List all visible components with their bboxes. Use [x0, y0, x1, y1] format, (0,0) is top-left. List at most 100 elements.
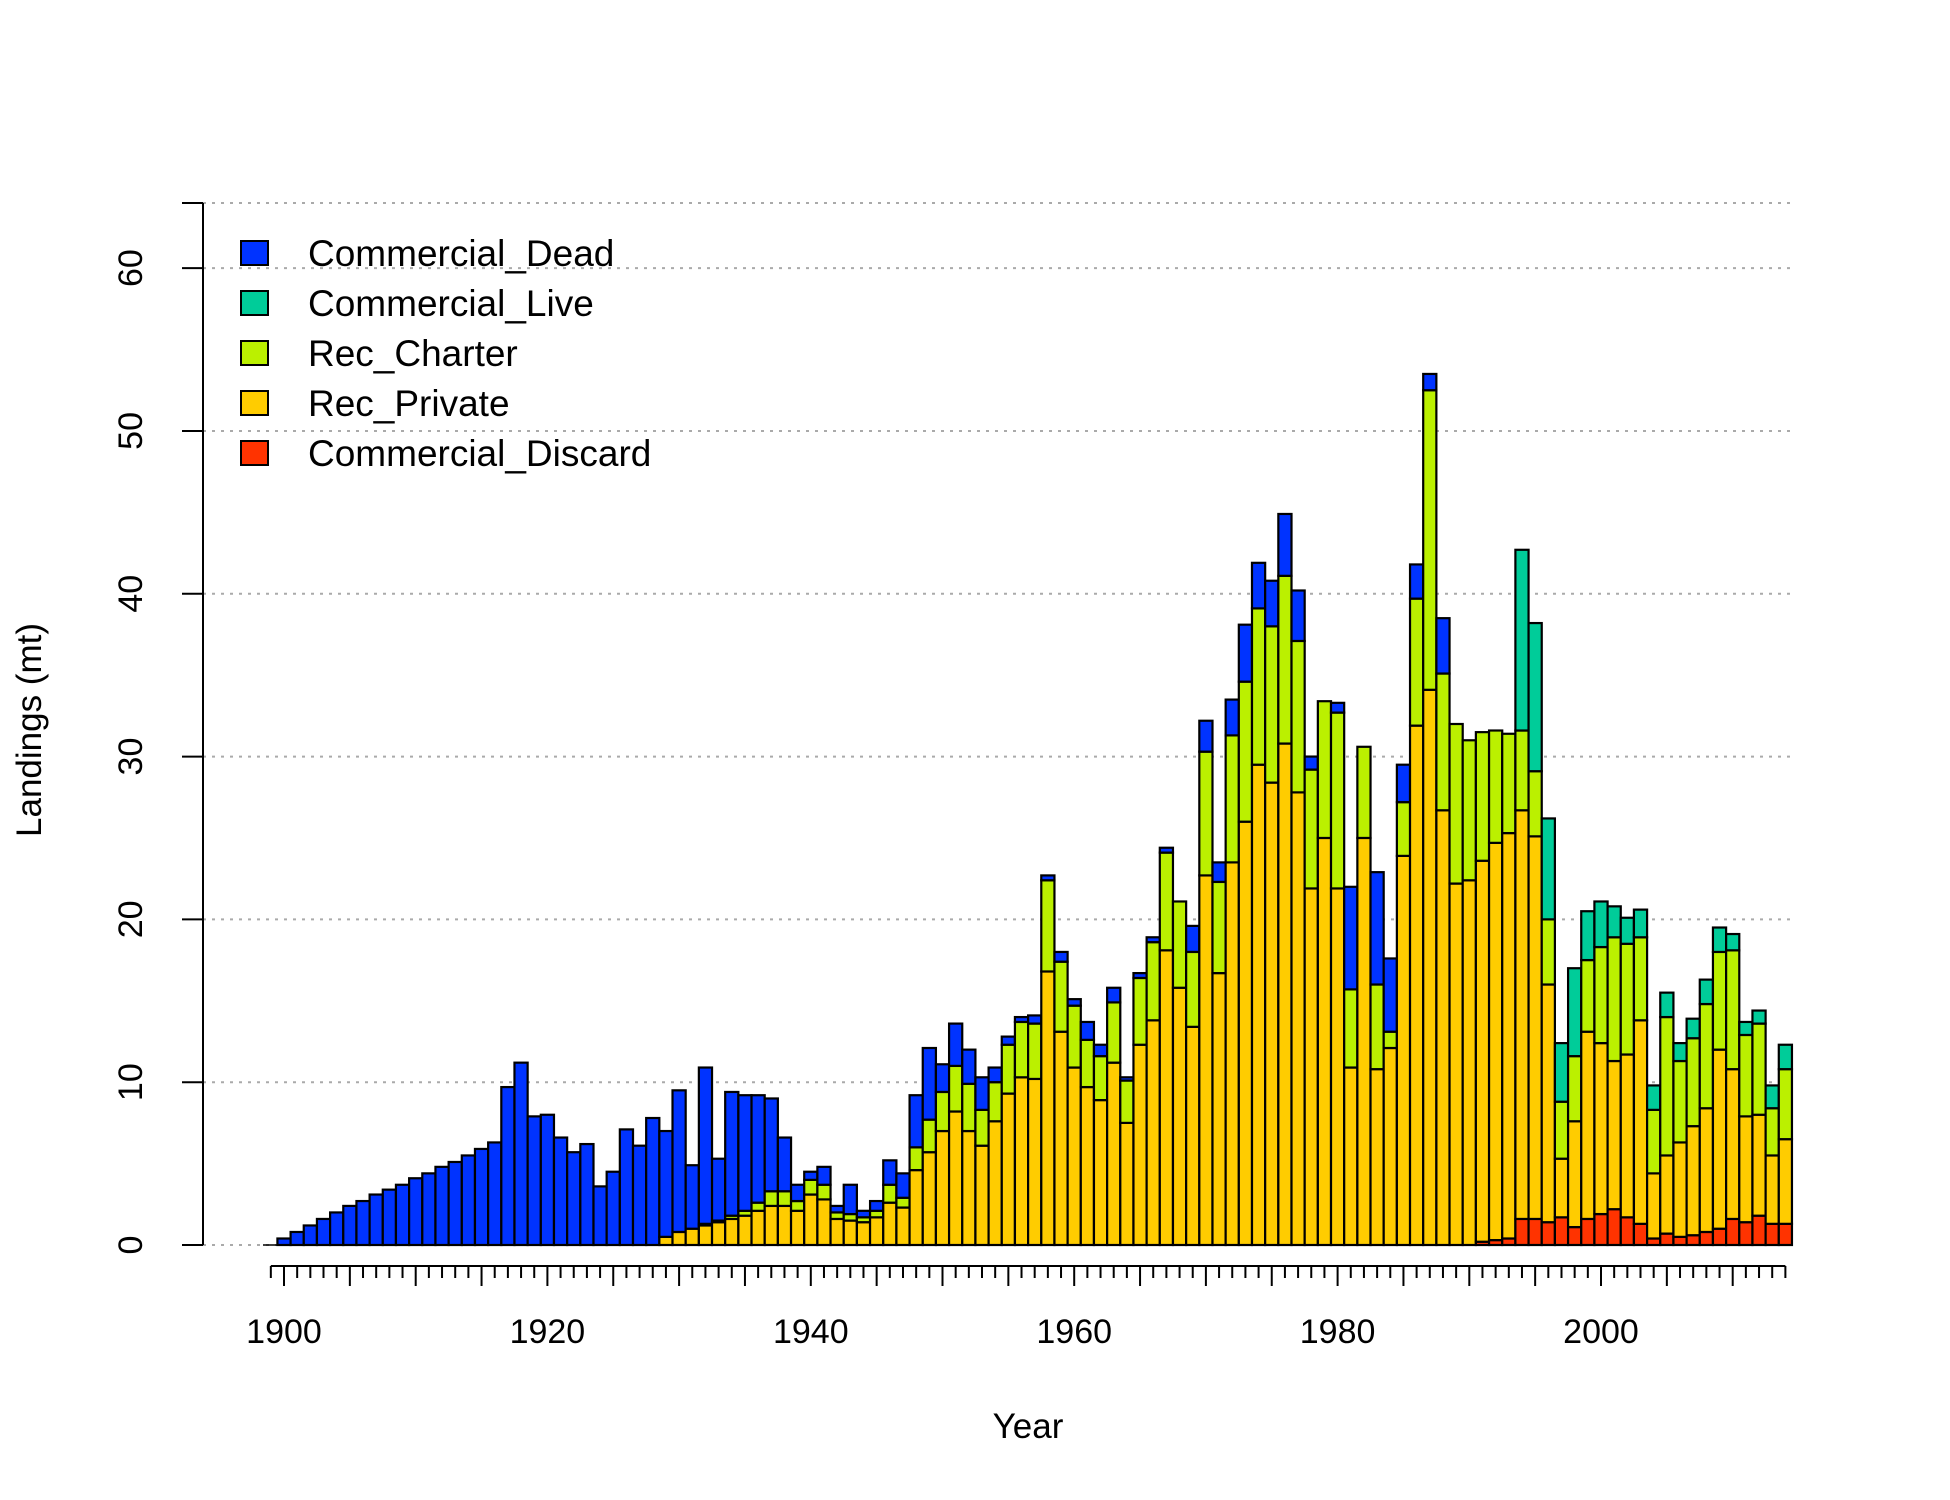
- bar-segment: [1685, 1234, 1701, 1247]
- bar-segment: [1211, 971, 1227, 1247]
- bar-segment: [1224, 734, 1240, 864]
- bar-segment: [1751, 1113, 1767, 1217]
- bar-segment: [1316, 700, 1333, 840]
- bar-segment: [1132, 1043, 1148, 1247]
- bar-segment: [776, 1136, 793, 1193]
- bar-segment: [1435, 617, 1451, 675]
- bar-segment: [868, 1199, 885, 1212]
- bar-segment: [1527, 835, 1543, 1221]
- bar-segment: [1013, 1015, 1030, 1024]
- bar-segment: [1158, 949, 1175, 1247]
- bar-segment: [1751, 1214, 1767, 1247]
- bar-segment: [1725, 932, 1741, 952]
- bar-segment: [1395, 801, 1412, 857]
- bar-segment: [1514, 809, 1530, 1221]
- bar-segment: [1593, 900, 1609, 949]
- y-tick-label: 10: [112, 1063, 150, 1101]
- bar-segment: [368, 1193, 384, 1247]
- bar-segment: [829, 1204, 845, 1214]
- bar-segment: [1553, 1216, 1570, 1247]
- bar-segment: [1514, 548, 1530, 732]
- bar-segment: [750, 1209, 766, 1247]
- bar-segment: [1185, 1025, 1201, 1247]
- bar-segment: [1435, 672, 1451, 812]
- bar-segment: [803, 1170, 819, 1181]
- bar-segment: [684, 1164, 700, 1230]
- legend-label: Commercial_Dead: [308, 233, 614, 274]
- bar-segment: [1632, 1222, 1649, 1247]
- bar-segment: [1053, 950, 1069, 963]
- bar-segment: [961, 1129, 977, 1247]
- bars: [263, 372, 1794, 1247]
- bar-segment: [1632, 1019, 1649, 1225]
- bar-segment: [1593, 1212, 1609, 1247]
- bar-segment: [1290, 791, 1306, 1247]
- legend-swatch: [240, 440, 269, 466]
- bar-segment: [855, 1221, 872, 1247]
- bar-segment: [697, 1066, 714, 1225]
- bar-segment: [1711, 1048, 1728, 1230]
- bar-segment: [1303, 768, 1319, 890]
- bar-segment: [1000, 1043, 1017, 1095]
- bar-segment: [1092, 1098, 1109, 1247]
- legend: Commercial_Dead Commercial_Live Rec_Charte…: [240, 233, 651, 474]
- bar-segment: [1711, 1227, 1728, 1247]
- y-tick-label: 20: [112, 900, 150, 938]
- legend-label: Rec_Charter: [308, 333, 518, 374]
- bar-segment: [1566, 1120, 1583, 1229]
- bar-segment: [1145, 1019, 1161, 1247]
- bar-segment: [579, 1142, 595, 1247]
- bar-segment: [487, 1141, 503, 1247]
- bar-segment: [566, 1151, 582, 1247]
- bar-segment: [697, 1224, 714, 1247]
- bar-segment: [1606, 1208, 1622, 1247]
- bar-segment: [961, 1048, 977, 1085]
- bar-segment: [1659, 1232, 1675, 1247]
- bar-segment: [1277, 742, 1293, 1247]
- bar-segment: [1527, 1217, 1543, 1247]
- bar-segment: [1645, 1084, 1662, 1111]
- bar-segment: [1606, 936, 1622, 1063]
- bar-segment: [1066, 1066, 1082, 1247]
- bar-segment: [1619, 1216, 1636, 1247]
- bar-segment: [329, 1211, 345, 1247]
- bar-segment: [1000, 1092, 1017, 1247]
- bar-segment: [1198, 719, 1214, 753]
- bar-segment: [1514, 729, 1530, 812]
- bar-segment: [724, 1090, 740, 1217]
- bar-segment: [1382, 1046, 1398, 1247]
- bar-segment: [987, 1066, 1003, 1084]
- bar-segment: [1764, 1107, 1780, 1157]
- bar-segment: [895, 1206, 911, 1247]
- bar-segment: [1290, 639, 1306, 794]
- bar-segment: [1369, 871, 1385, 986]
- bar-segment: [1343, 1066, 1359, 1247]
- bar-segment: [1040, 879, 1056, 973]
- bar-segment: [816, 1198, 832, 1247]
- bar-segment: [987, 1081, 1003, 1123]
- y-tick-label: 50: [112, 412, 150, 450]
- bar-segment: [974, 1144, 990, 1247]
- bar-segment: [1329, 711, 1346, 890]
- bar-segment: [882, 1201, 898, 1247]
- bar-segment: [1106, 1061, 1122, 1247]
- bar-segment: [526, 1115, 542, 1247]
- bar-segment: [1013, 1076, 1030, 1247]
- bar-segment: [618, 1128, 635, 1247]
- bar-segment: [1250, 763, 1267, 1247]
- bar-segment: [1698, 978, 1715, 1006]
- bar-segment: [895, 1196, 911, 1209]
- bar-segment: [1553, 1157, 1570, 1219]
- bar-segment: [1764, 1154, 1780, 1225]
- bar-segment: [829, 1217, 845, 1247]
- bar-segment: [1777, 1068, 1794, 1141]
- bar-segment: [1027, 1077, 1043, 1247]
- bar-segment: [1079, 1038, 1096, 1089]
- bar-segment: [447, 1160, 463, 1247]
- bar-segment: [1751, 1022, 1767, 1116]
- bar-segment: [1092, 1043, 1109, 1058]
- bar-segment: [921, 1151, 938, 1247]
- bar-segment: [737, 1094, 753, 1212]
- y-tick-label: 40: [112, 575, 150, 613]
- bar-segment: [1672, 1235, 1688, 1247]
